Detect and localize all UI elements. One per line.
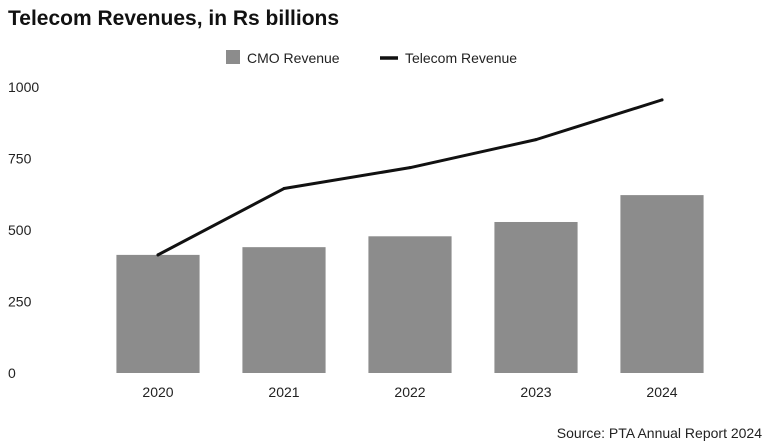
x-axis: 2020 2021 2022 2023 2024 xyxy=(142,384,677,400)
legend-label-cmo-revenue: CMO Revenue xyxy=(247,50,340,66)
chart-title: Telecom Revenues, in Rs billions xyxy=(8,7,339,30)
point-telecom-revenue-2020 xyxy=(156,253,160,257)
source-note: Source: PTA Annual Report 2024 xyxy=(557,425,762,441)
y-tick-label: 1000 xyxy=(8,79,39,95)
x-tick-label: 2021 xyxy=(268,384,299,400)
bar-cmo-revenue-2024 xyxy=(620,195,704,373)
point-telecom-revenue-2022 xyxy=(408,166,412,170)
line-series-telecom-revenue xyxy=(156,98,664,257)
y-axis: 0 250 500 750 1000 xyxy=(8,79,39,381)
line-telecom-revenue xyxy=(156,98,664,257)
x-tick-label: 2024 xyxy=(646,384,677,400)
legend-label-telecom-revenue: Telecom Revenue xyxy=(405,50,517,66)
bar-cmo-revenue-2020 xyxy=(116,254,200,373)
legend: CMO Revenue Telecom Revenue xyxy=(226,50,517,66)
y-tick-label: 250 xyxy=(8,294,32,310)
bar-cmo-revenue-2023 xyxy=(494,221,578,373)
y-tick-label: 0 xyxy=(8,365,16,381)
point-telecom-revenue-2024 xyxy=(660,98,664,102)
y-tick-label: 500 xyxy=(8,222,32,238)
bar-cmo-revenue-2022 xyxy=(368,236,452,373)
x-tick-label: 2020 xyxy=(142,384,173,400)
point-telecom-revenue-2023 xyxy=(534,138,538,142)
bar-series-cmo-revenue xyxy=(116,195,704,373)
x-tick-label: 2022 xyxy=(394,384,425,400)
legend-swatch-cmo-revenue xyxy=(226,50,240,64)
x-tick-label: 2023 xyxy=(520,384,551,400)
point-telecom-revenue-2021 xyxy=(282,187,286,191)
bar-cmo-revenue-2021 xyxy=(242,247,326,373)
y-tick-label: 750 xyxy=(8,151,32,167)
